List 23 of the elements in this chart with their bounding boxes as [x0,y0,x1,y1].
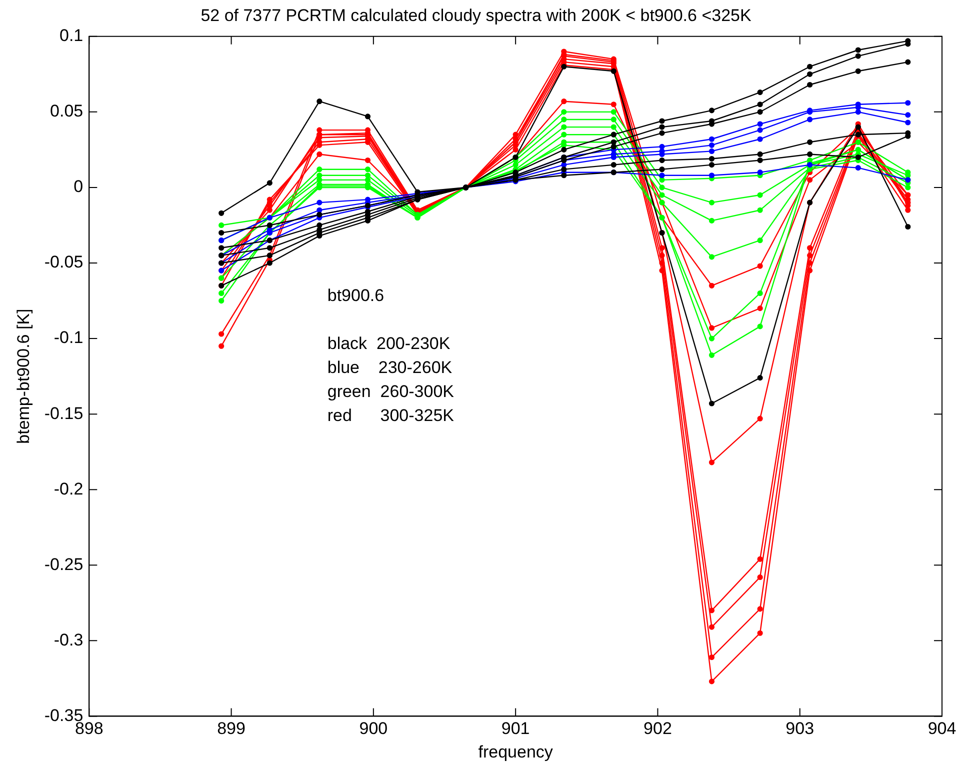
annotation: red 300-325K [327,406,455,426]
annotation: blue 230-260K [327,358,453,378]
y-tick-label: 0 [74,177,84,196]
chart-title: 52 of 7377 PCRTM calculated cloudy spectra with 200K < bt900.6 <325K [200,6,752,25]
x-tick-label: 902 [644,719,672,738]
y-tick-label: -0.25 [44,554,84,574]
annotation: bt900.6 [327,286,384,306]
y-tick-label: -0.05 [44,252,84,272]
y-tick-label: 0.1 [60,26,84,46]
y-tick-label: -0.3 [54,630,84,650]
annotation: black 200-230K [327,334,451,354]
y-tick-label: 0.05 [50,102,84,121]
y-axis-title: btemp-bt900.6 [K] [14,308,33,444]
x-tick-label: 900 [359,719,388,738]
y-tick-label: -0.1 [54,328,84,348]
x-tick-label: 904 [928,719,956,738]
x-axis-title: frequency [478,742,554,762]
x-tick-label: 903 [786,719,814,738]
y-tick-label: -0.2 [54,479,84,498]
x-tick-label: 901 [501,719,530,738]
annotation: green 260-300K [327,382,455,402]
x-tick-label: 899 [217,719,246,738]
y-tick-label: -0.15 [44,404,84,423]
